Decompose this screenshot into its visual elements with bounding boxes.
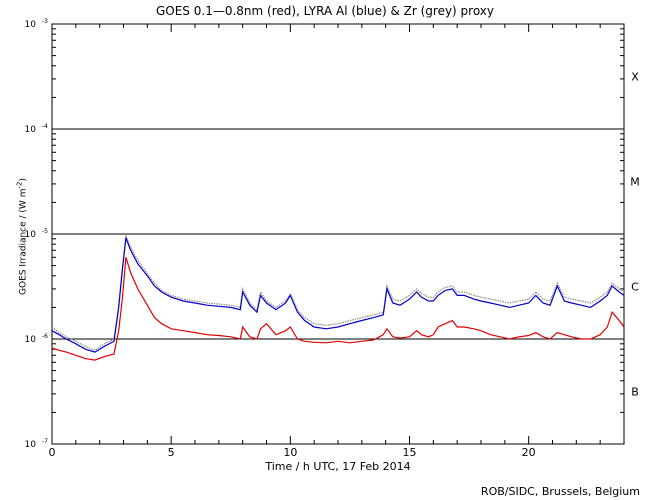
x-tick-label-3: 15 [403, 446, 417, 459]
lyra-al-series-line [51, 237, 625, 353]
lyra-zr-series-line [51, 233, 625, 351]
y-tick-exponent-2: -5 [42, 228, 48, 235]
x-tick-label-0: 0 [49, 446, 56, 459]
x-axis-label: Time / h UTC, 17 Feb 2014 [265, 460, 411, 473]
chart-title: GOES 0.1—0.8nm (red), LYRA Al (blue) & Z… [155, 4, 495, 18]
y-tick-exponent-3: -4 [42, 123, 48, 130]
y-tick-label-0: 10 [25, 440, 37, 450]
credit-text: ROB/SIDC, Brussels, Belgium [480, 485, 640, 498]
x-tick-label-2: 10 [283, 446, 297, 459]
flare-class-m: M [630, 176, 640, 189]
flare-class-c: C [631, 281, 639, 294]
y-tick-label-4: 10 [25, 20, 37, 30]
x-tick-label-4: 20 [522, 446, 536, 459]
y-tick-label-2: 10 [25, 230, 37, 240]
y-tick-exponent-4: -3 [42, 18, 48, 25]
y-tick-exponent-1: -6 [42, 333, 48, 340]
flare-class-b: B [631, 386, 639, 399]
y-tick-label-3: 10 [25, 125, 37, 135]
flare-class-x: X [631, 71, 639, 84]
y-tick-label-1: 10 [25, 335, 37, 345]
goes-series-line [51, 257, 625, 361]
x-tick-label-1: 5 [168, 446, 175, 459]
y-tick-exponent-0: -7 [42, 438, 48, 445]
